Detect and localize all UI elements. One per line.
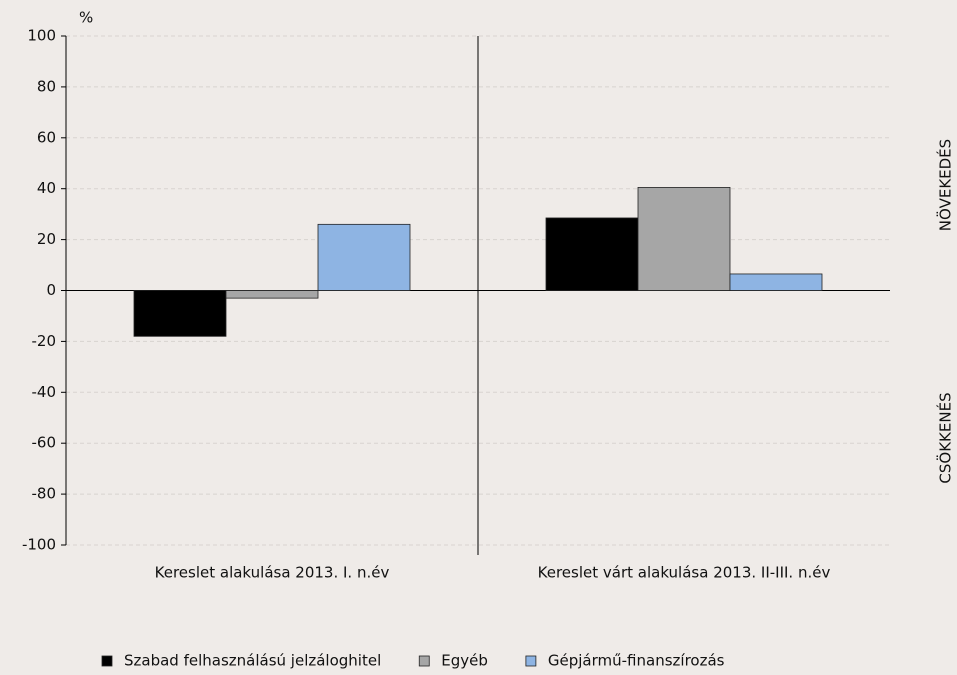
y-tick-label: -60: [32, 434, 57, 452]
legend-label: Gépjármű-finanszírozás: [548, 652, 725, 670]
bar: [545, 217, 639, 291]
y-tick-label: 0: [46, 281, 56, 299]
y-tick-label: 100: [27, 27, 56, 45]
y-tick-label: -80: [32, 485, 57, 503]
y-unit: %: [79, 9, 93, 27]
legend-swatch: [418, 655, 430, 667]
annotation: CSÖKKENÉS: [936, 392, 955, 483]
annotation: NÖVEKEDÉS: [936, 139, 955, 231]
y-tick-label: -100: [22, 536, 56, 554]
x-tick-label: Kereslet alakulása 2013. I. n.év: [155, 564, 390, 582]
bar: [317, 223, 411, 291]
bar: [637, 187, 731, 291]
legend-swatch: [101, 655, 113, 667]
y-tick-label: -20: [32, 332, 57, 350]
legend-label: Szabad felhasználású jelzáloghitel: [124, 652, 381, 670]
y-tick-label: 60: [37, 128, 56, 146]
bar: [729, 273, 823, 291]
y-tick-label: 20: [37, 230, 56, 248]
legend-label: Egyéb: [441, 652, 488, 670]
bar: [133, 290, 227, 337]
y-tick-label: 80: [37, 77, 56, 95]
x-tick-label: Kereslet várt alakulása 2013. II-III. n.…: [538, 564, 831, 582]
bar: [225, 290, 319, 299]
legend-swatch: [525, 655, 537, 667]
y-tick-label: -40: [32, 383, 57, 401]
y-tick-label: 40: [37, 179, 56, 197]
